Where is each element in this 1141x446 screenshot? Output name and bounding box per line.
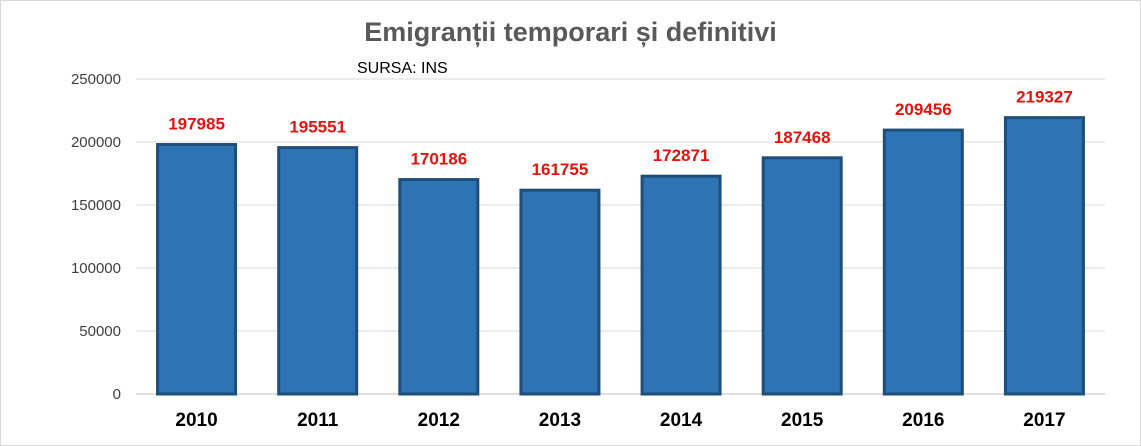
x-tick-label: 2010 [175, 410, 217, 431]
y-tick-label: 50000 [79, 323, 121, 340]
data-label: 195551 [289, 118, 346, 137]
x-tick-label: 2013 [539, 410, 581, 431]
x-tick-label: 2016 [902, 410, 944, 431]
y-tick-label: 0 [113, 386, 121, 403]
chart-subtitle: SURSA: INS [357, 60, 448, 77]
data-label: 209456 [895, 100, 952, 119]
x-tick-label: 2012 [418, 410, 460, 431]
y-tick-label: 100000 [71, 260, 121, 277]
data-label: 187468 [774, 128, 831, 147]
bar-2013 [519, 188, 601, 396]
y-tick-label: 250000 [71, 71, 121, 88]
bar-2011 [277, 146, 359, 396]
chart-title: Emigranții temporari și definitivi [364, 17, 777, 47]
data-label: 161755 [532, 160, 589, 179]
bar-2014 [640, 174, 722, 396]
x-tick-label: 2011 [297, 410, 339, 431]
x-tick-label: 2015 [781, 410, 824, 431]
bar-2015 [761, 156, 843, 396]
data-label: 172871 [653, 146, 710, 165]
data-label: 170186 [410, 150, 467, 169]
data-label: 219327 [1016, 88, 1073, 107]
bar-2010 [156, 143, 238, 396]
y-tick-label: 150000 [71, 197, 121, 214]
data-label: 197985 [168, 115, 225, 134]
bar-2017 [1003, 116, 1085, 396]
bar-2016 [882, 128, 964, 396]
y-tick-label: 200000 [71, 134, 121, 151]
x-tick-label: 2014 [660, 410, 703, 431]
x-tick-label: 2017 [1023, 410, 1065, 431]
bar-2012 [398, 178, 480, 396]
